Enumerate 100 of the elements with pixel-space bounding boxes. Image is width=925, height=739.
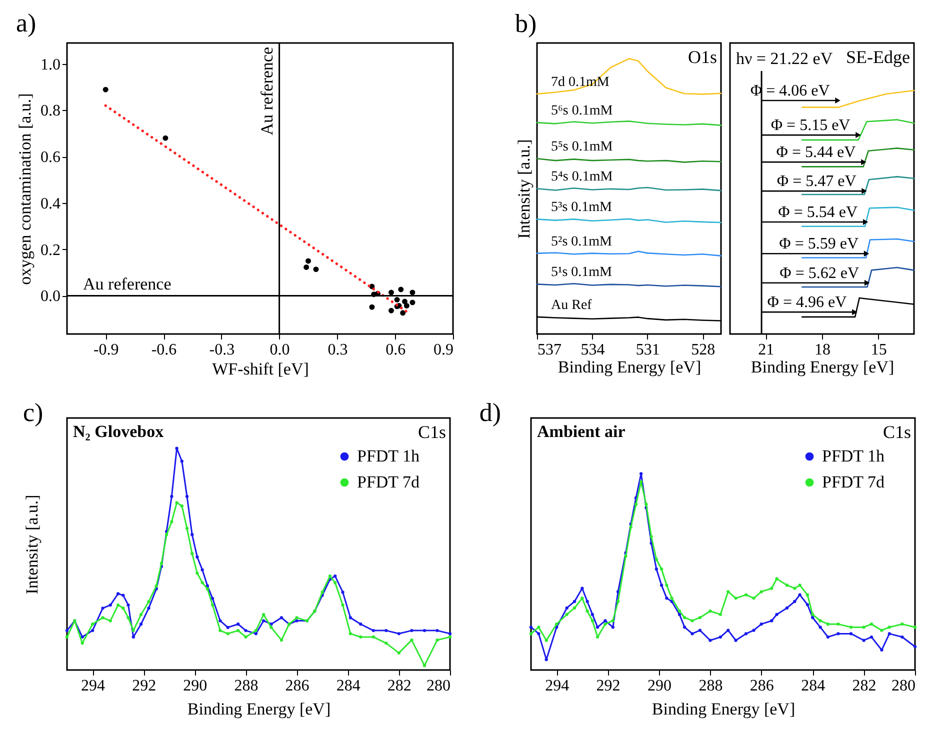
- point: [190, 533, 194, 536]
- point: [654, 568, 658, 571]
- point: [690, 632, 694, 636]
- point: [670, 596, 674, 600]
- point: [870, 635, 874, 639]
- x-tick-label: 292: [132, 678, 156, 694]
- ref-line-label: hν = 21.22 eV: [736, 49, 834, 68]
- point: [604, 622, 607, 626]
- point: [65, 628, 69, 632]
- point: [175, 446, 178, 450]
- point: [139, 622, 143, 626]
- point: [313, 266, 319, 272]
- point: [770, 586, 774, 590]
- text: N₂ Glovebox: [73, 422, 164, 441]
- point: [448, 635, 452, 639]
- point: [596, 626, 600, 629]
- point: [798, 593, 802, 596]
- x-tick-label: 282: [387, 678, 412, 694]
- point: [162, 135, 168, 141]
- point: [80, 635, 84, 639]
- y-axis-title: Intensity [a.u.]: [22, 494, 42, 594]
- x-tick-label: 286: [750, 678, 774, 694]
- x-tick-label: 534: [580, 342, 605, 358]
- point: [580, 596, 584, 600]
- point: [101, 616, 104, 620]
- x-tick-label: 15: [870, 342, 887, 358]
- point: [616, 600, 620, 604]
- x-tick-label: 531: [636, 342, 660, 358]
- ref-line-label: Au reference: [257, 47, 276, 136]
- point: [116, 603, 120, 607]
- annotation: Φ = 5.59 eV: [779, 236, 859, 253]
- point: [836, 632, 840, 636]
- point: [404, 302, 410, 308]
- point: [660, 584, 664, 587]
- point: [590, 619, 594, 622]
- point: [718, 612, 722, 616]
- point: [372, 628, 375, 632]
- x-tick-label: 284: [801, 678, 826, 694]
- y-axis-title: oxygen contamination [a.u.]: [16, 93, 34, 285]
- point: [170, 494, 174, 498]
- point: [611, 619, 614, 622]
- point: [160, 562, 164, 565]
- point: [544, 658, 548, 662]
- series-label: 5¹s 0.1mM: [551, 265, 613, 280]
- point: [102, 86, 108, 92]
- point: [544, 638, 548, 642]
- point: [888, 632, 891, 636]
- annotation: Φ = 5.62 eV: [780, 264, 860, 282]
- point: [826, 622, 830, 626]
- point: [254, 632, 258, 636]
- x-tick-label: 284: [336, 678, 360, 694]
- point: [132, 635, 135, 639]
- y-tick-label: 0.8: [40, 102, 60, 120]
- point: [683, 616, 686, 620]
- point: [811, 612, 814, 616]
- point: [862, 638, 866, 642]
- point: [369, 304, 375, 310]
- point: [785, 606, 789, 610]
- point: [806, 593, 810, 596]
- x-tick-label: 290: [648, 678, 672, 694]
- point: [818, 619, 822, 622]
- point: [734, 638, 738, 642]
- series-label: 5⁶s 0.1mM: [551, 104, 614, 119]
- point: [410, 628, 414, 632]
- point: [770, 619, 774, 622]
- point: [236, 628, 240, 632]
- x-tick-label: 288: [234, 678, 258, 694]
- x-tick-label: -0.3: [209, 342, 235, 358]
- text: C1s: [418, 422, 446, 442]
- text: SE-Edge: [846, 47, 910, 67]
- annotation: O1s: [688, 47, 717, 67]
- point: [640, 480, 643, 484]
- point: [726, 590, 730, 594]
- x-axis-title: WF-shift [eV]: [212, 360, 309, 378]
- point: [529, 626, 533, 629]
- point: [665, 584, 668, 587]
- x-tick-label: 0.6: [386, 342, 406, 358]
- point: [116, 592, 120, 596]
- point: [529, 632, 533, 636]
- point: [280, 616, 284, 620]
- point: [629, 526, 632, 529]
- series-label: Au Ref: [551, 298, 592, 313]
- point: [596, 635, 600, 639]
- point: [180, 460, 184, 463]
- point: [537, 632, 540, 636]
- point: [798, 584, 802, 587]
- point: [210, 596, 214, 600]
- point: [683, 626, 686, 629]
- legend-label: PFDT 1h: [822, 446, 886, 466]
- point: [555, 622, 558, 626]
- point: [880, 648, 884, 652]
- point: [690, 619, 694, 622]
- point: [888, 626, 891, 629]
- point: [565, 612, 568, 616]
- point: [295, 619, 298, 622]
- point: [270, 626, 273, 630]
- point: [590, 612, 594, 616]
- point: [760, 622, 763, 626]
- point: [295, 616, 298, 620]
- point: [537, 626, 540, 629]
